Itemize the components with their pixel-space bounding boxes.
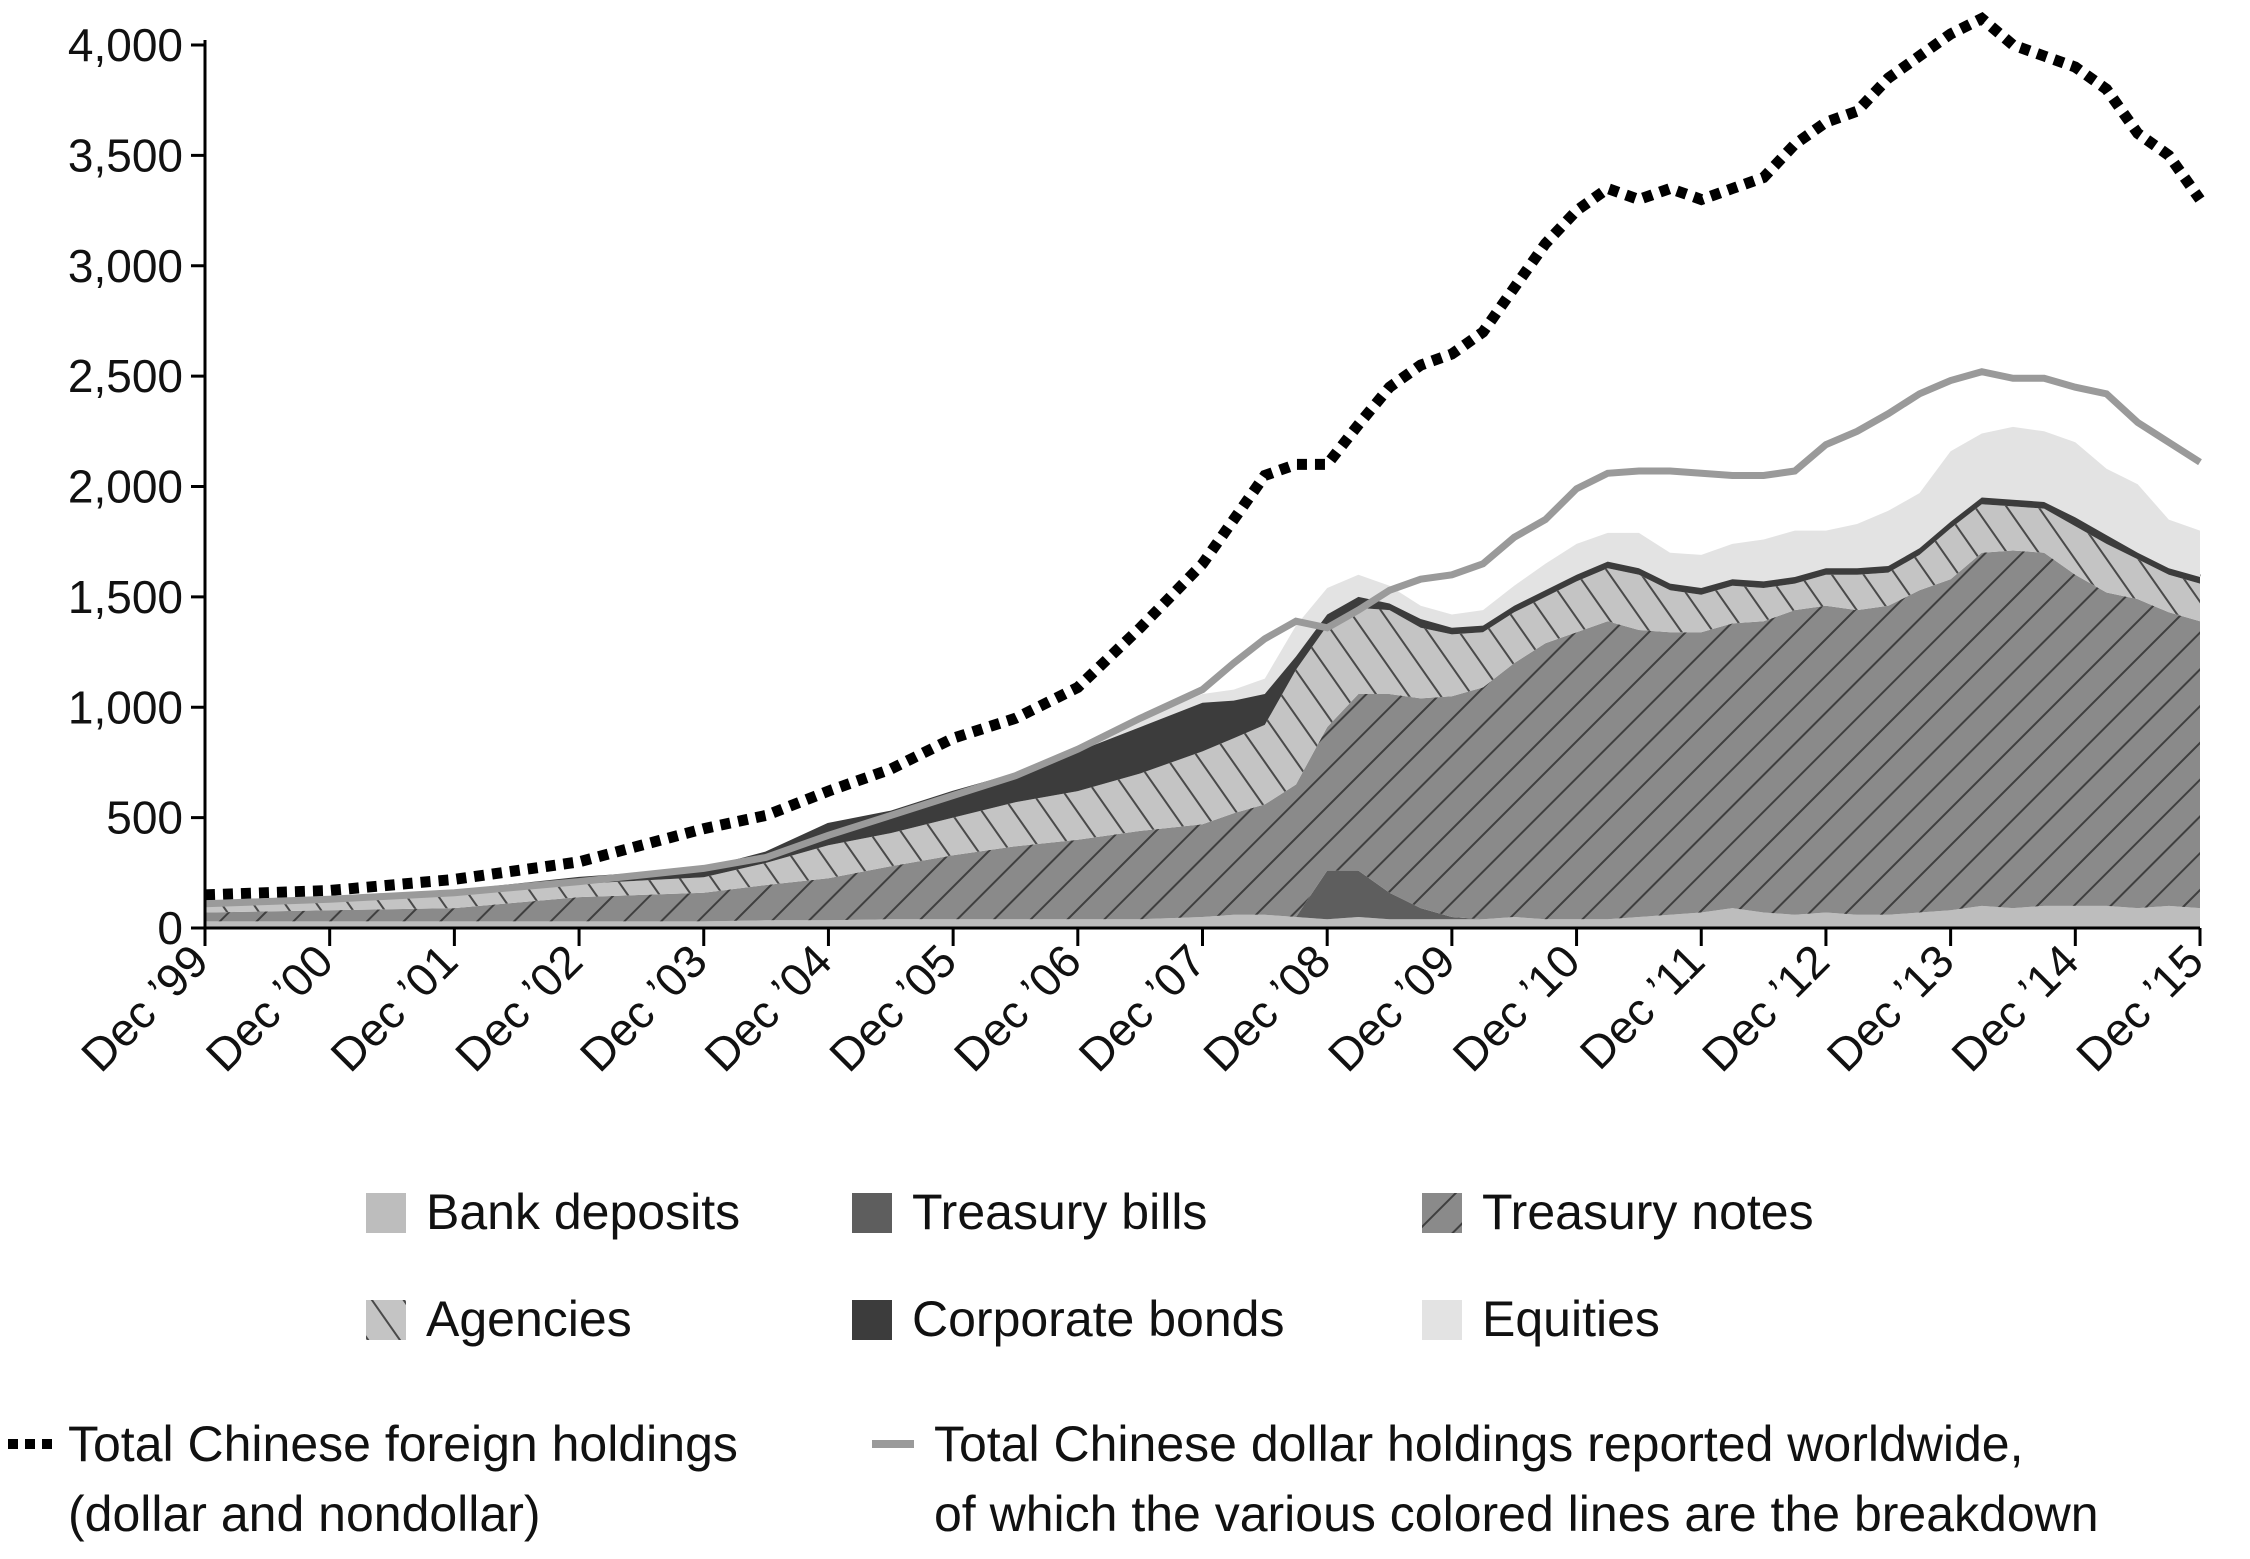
y-tick-label: 3,500	[68, 129, 183, 181]
legend-label-treasury-bills: Treasury bills	[912, 1184, 1207, 1240]
legend-swatch-corporate-bonds	[852, 1300, 892, 1340]
x-tick-label: Dec ’99	[71, 934, 218, 1081]
legend-label-total-foreign-holdings-line2: (dollar and nondollar)	[68, 1486, 541, 1542]
legend-label-bank-deposits: Bank deposits	[426, 1184, 740, 1240]
line-layer	[204, 11, 2205, 908]
legend-swatch-agencies	[366, 1300, 406, 1340]
y-tick-label: 3,000	[68, 240, 183, 292]
area-treasury-notes	[205, 550, 2200, 922]
area-agencies	[205, 504, 2200, 913]
line-total-chinese-dollar-holdings-reported-w	[204, 368, 2202, 908]
x-tick-label: Dec ’05	[819, 934, 966, 1081]
legend-label-treasury-notes: Treasury notes	[1482, 1184, 1814, 1240]
legend-label-corporate-bonds: Corporate bonds	[912, 1291, 1284, 1347]
x-tick-label: Dec ’11	[1570, 934, 1715, 1079]
area-equities	[205, 426, 2200, 904]
x-tick-label: Dec ’01	[320, 934, 467, 1081]
y-tick-label: 4,000	[68, 19, 183, 71]
x-tick-label: Dec ’00	[196, 934, 343, 1081]
legend-label-equities: Equities	[1482, 1291, 1660, 1347]
y-tick-label: 0	[157, 902, 183, 954]
legend-swatch-equities	[1422, 1300, 1462, 1340]
legend-label-total-foreign-holdings-line1: Total Chinese foreign holdings	[68, 1416, 738, 1472]
x-tick-label: Dec ’06	[944, 934, 1091, 1081]
x-tick-label: Dec ’15	[2066, 934, 2213, 1081]
x-tick-label: Dec ’09	[1318, 934, 1465, 1081]
x-tick-label: Dec ’10	[1443, 934, 1590, 1081]
x-tick-label: Dec ’03	[570, 934, 717, 1081]
x-tick-label: Dec ’14	[1941, 934, 2088, 1081]
legend: Bank deposits Treasury bills Treasury note…	[8, 1184, 2099, 1542]
legend-label-total-dollar-holdings-line2: of which the various colored lines are t…	[934, 1486, 2099, 1542]
legend-label-agencies: Agencies	[426, 1291, 632, 1347]
line-total-chinese-foreign-holdings-dollar-an	[204, 11, 2205, 901]
area-layer	[204, 426, 2201, 928]
area-bank-deposits	[205, 905, 2200, 928]
y-tick-label: 500	[106, 792, 183, 844]
y-tick-label: 1,000	[68, 681, 183, 733]
x-tick-label: Dec ’02	[445, 934, 592, 1081]
x-tick-label: Dec ’04	[694, 934, 841, 1081]
x-tick-label: Dec ’13	[1817, 934, 1964, 1081]
y-tick-label: 1,500	[68, 571, 183, 623]
y-tick-label: 2,000	[68, 461, 183, 513]
legend-swatch-treasury-bills	[852, 1193, 892, 1233]
y-tick-label: 2,500	[68, 350, 183, 402]
legend-label-total-dollar-holdings-line1: Total Chinese dollar holdings reported w…	[934, 1416, 2024, 1472]
x-tick-label: Dec ’12	[1692, 934, 1839, 1081]
legend-swatch-treasury-notes	[1422, 1193, 1462, 1233]
legend-swatch-bank-deposits	[366, 1193, 406, 1233]
x-tick-label: Dec ’08	[1193, 934, 1340, 1081]
x-tick-label: Dec ’07	[1069, 934, 1216, 1081]
